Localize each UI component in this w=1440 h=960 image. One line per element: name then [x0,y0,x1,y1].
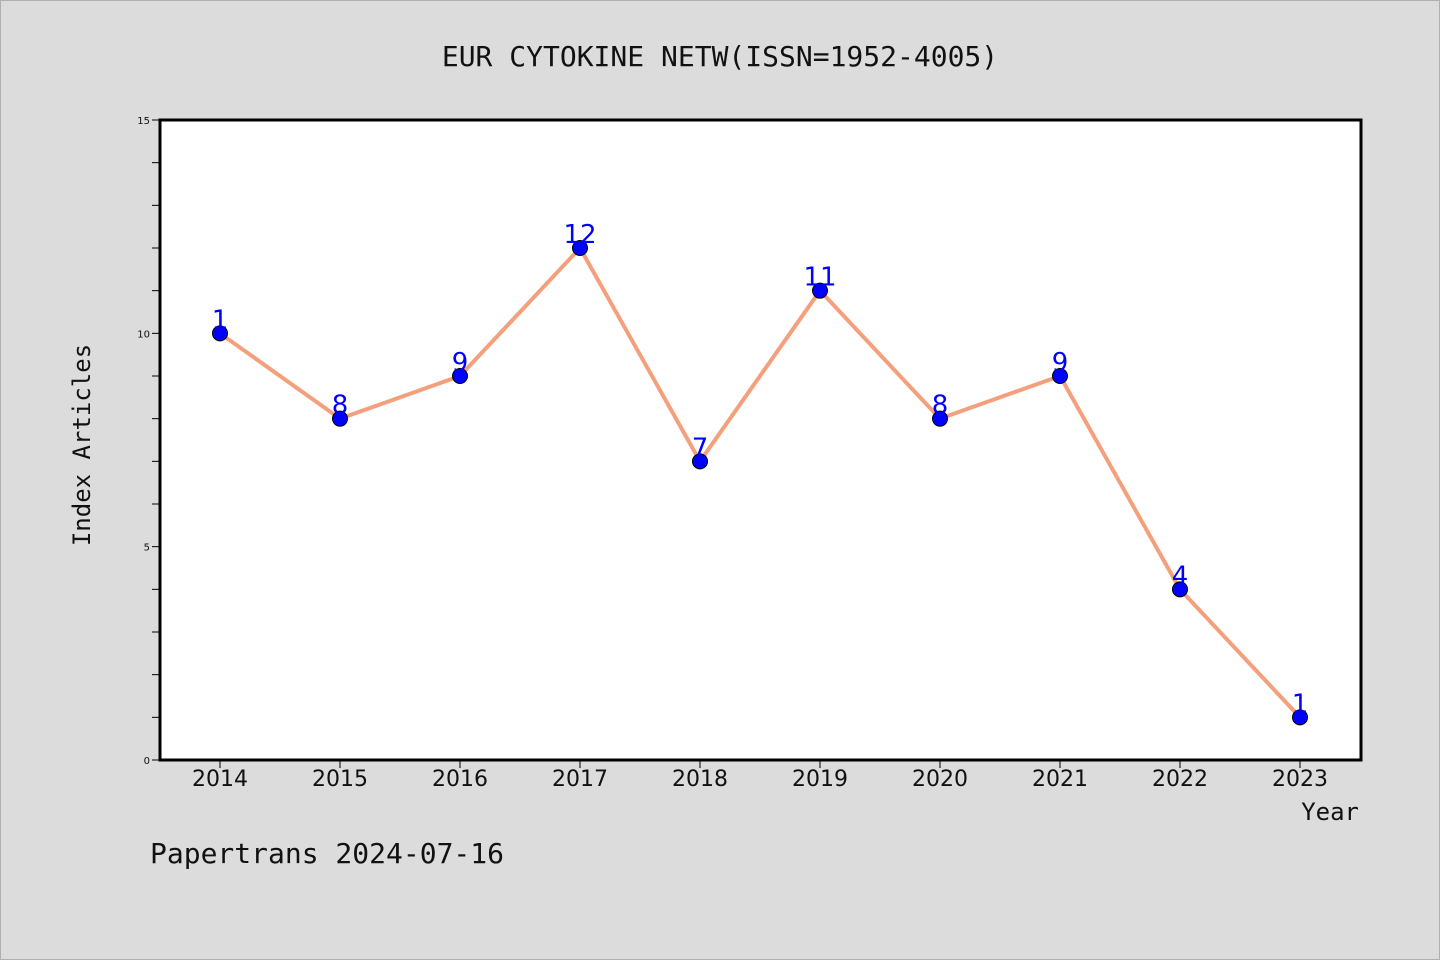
data-point [692,453,708,470]
data-point [1052,368,1068,384]
data-point [1292,709,1308,726]
data-label: 1 [212,305,229,335]
x-tick-label: 2023 [1272,767,1328,792]
data-point [572,240,588,256]
x-axis: 2014 2015 2016 2017 2018 2019 2020 2021 2022 2023 [192,760,1328,792]
chart-title: EUR CYTOKINE NETW(ISSN=1952-4005) [442,40,998,73]
series-line [218,246,1302,719]
x-tick-label: 2020 [912,767,968,792]
data-point [812,282,828,299]
y-axis: 0 5 10 15 [137,116,160,767]
footer-text: Papertrans 2024-07-16 [150,837,504,870]
data-label: 12 [563,220,596,250]
x-tick-label: 2015 [312,767,368,792]
data-point [1172,581,1188,598]
data-point [452,368,468,384]
y-axis-label: Index Articles [68,344,96,546]
data-label: 9 [452,348,469,378]
x-tick-label: 2016 [432,767,488,792]
x-tick-label: 2022 [1152,767,1208,792]
data-label-group: 1 8 9 12 7 11 8 9 4 1 [212,220,1309,719]
x-axis-label: Year [1301,798,1359,826]
y-tick-label: 10 [137,329,150,340]
data-label: 9 [1052,348,1069,378]
data-label: 1 [1292,689,1309,719]
x-tick-label: 2014 [192,767,248,792]
data-label: 8 [932,391,949,421]
data-label: 8 [332,391,349,421]
data-point [212,325,228,342]
marker-group [212,240,1308,726]
data-label: 11 [803,263,836,293]
series-line-group [218,246,1302,719]
data-point [932,410,948,427]
data-label: 4 [1172,561,1189,591]
data-label: 7 [692,433,709,463]
x-tick-label: 2017 [552,767,608,792]
x-tick-label: 2018 [672,767,728,792]
data-point [332,410,348,427]
x-tick-label: 2019 [792,767,848,792]
y-tick-label: 15 [137,116,150,127]
y-tick-label: 5 [144,543,150,554]
x-tick-label: 2021 [1032,767,1088,792]
plot-area [158,118,1363,762]
y-tick-label: 0 [144,756,150,767]
